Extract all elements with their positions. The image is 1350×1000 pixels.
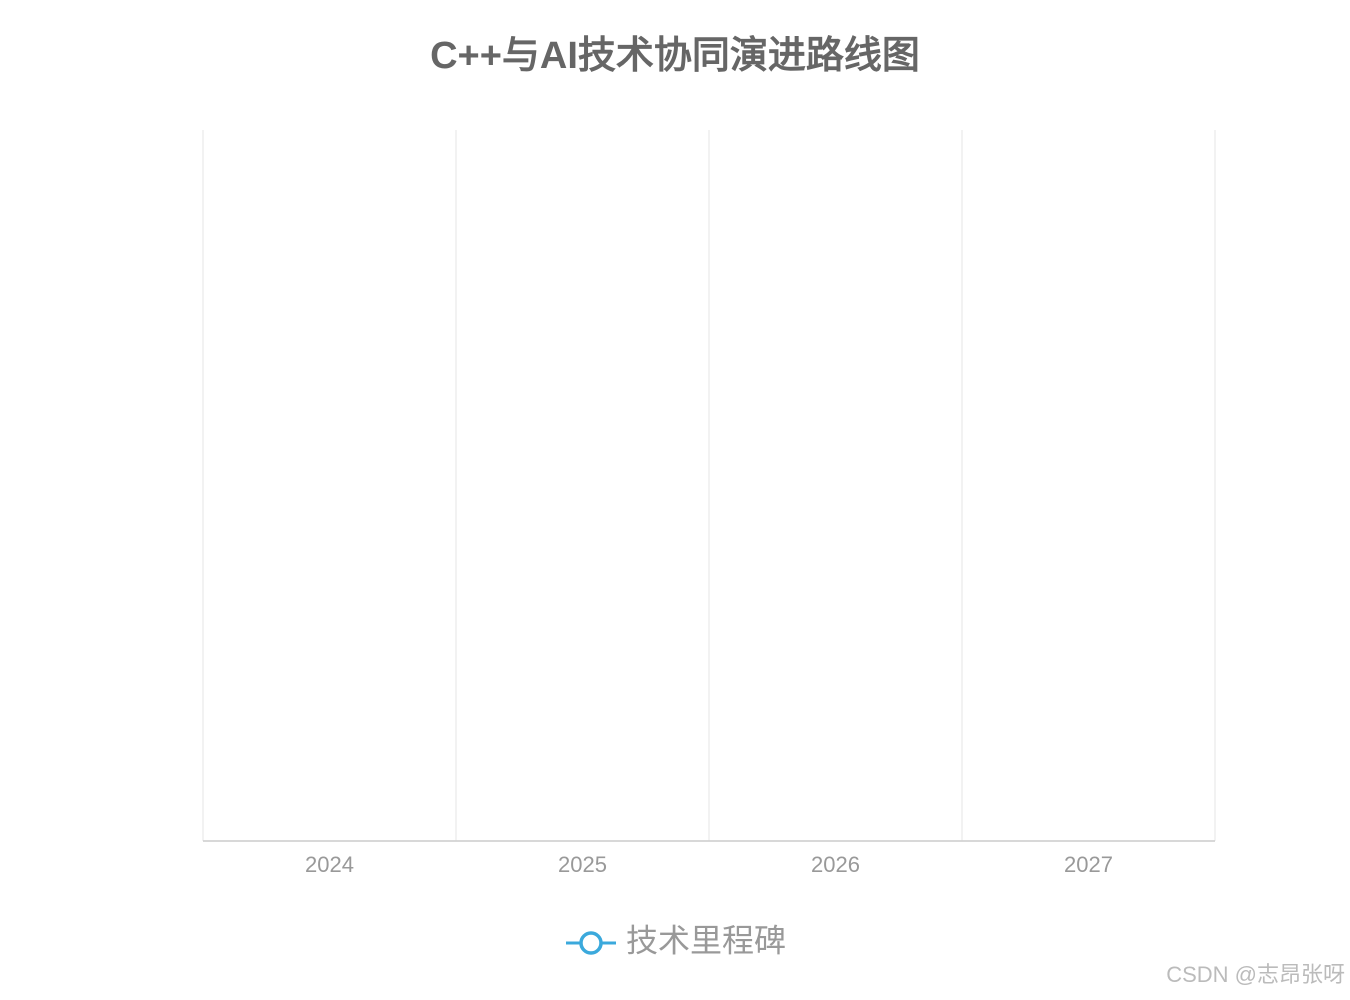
legend-marker: [579, 931, 603, 955]
x-tick-label: 2025: [558, 852, 607, 877]
x-tick-label: 2026: [811, 852, 860, 877]
x-tick-label: 2024: [305, 852, 354, 877]
chart-title: C++与AI技术协同演进路线图: [430, 35, 920, 77]
watermark: CSDN @志昂张呀: [1166, 962, 1345, 987]
legend-label: 技术里程碑: [626, 922, 786, 958]
x-tick-label: 2027: [1064, 852, 1113, 877]
